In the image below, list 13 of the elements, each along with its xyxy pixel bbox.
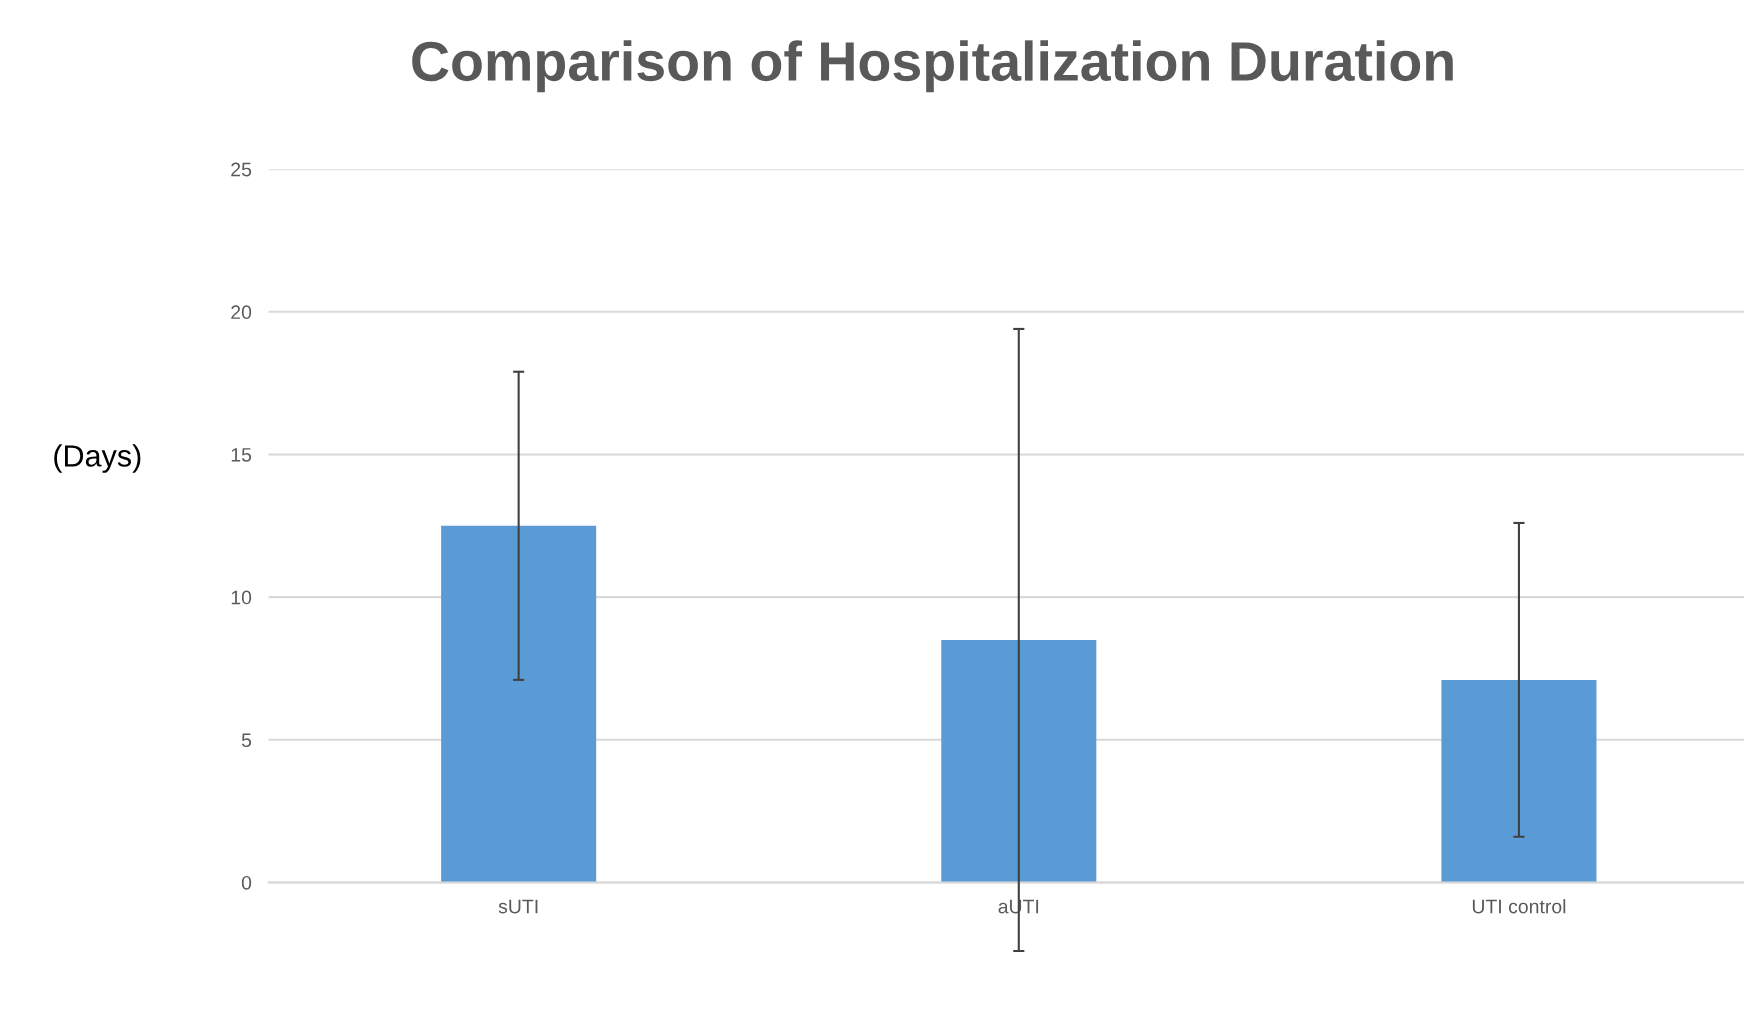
y-tick-label: 10: [231, 590, 252, 605]
y-tick-label: 20: [231, 305, 252, 320]
bar: [441, 525, 597, 883]
bar: [941, 639, 1097, 883]
y-tick-label: 5: [241, 733, 252, 748]
bar: [1441, 679, 1597, 883]
x-tick-label: sUTI: [498, 899, 538, 914]
chart-title: Comparison of Hospitalization Duration: [412, 40, 1453, 93]
y-tick-label: 15: [231, 448, 252, 462]
y-tick-label: 0: [241, 875, 252, 890]
x-tick-label: UTI control: [1472, 899, 1566, 914]
y-tick-label: 25: [231, 162, 252, 177]
y-axis-title: (Days): [54, 444, 141, 473]
